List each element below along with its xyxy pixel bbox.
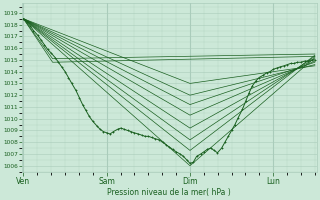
X-axis label: Pression niveau de la mer( hPa ): Pression niveau de la mer( hPa ): [107, 188, 231, 197]
